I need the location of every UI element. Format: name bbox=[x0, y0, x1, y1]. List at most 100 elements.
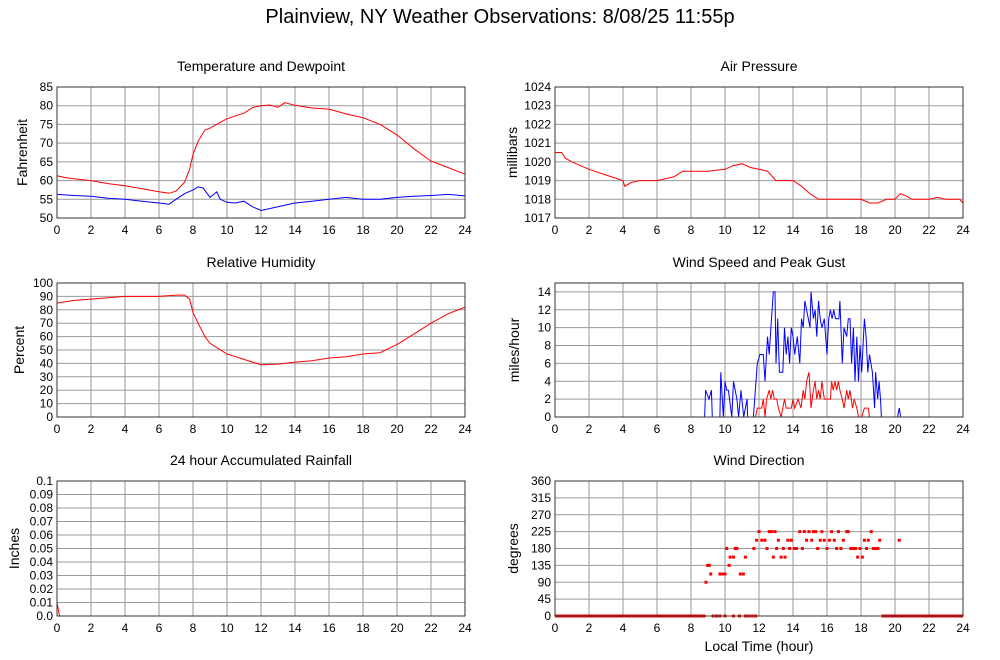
y-tick-label: 1021 bbox=[524, 136, 551, 150]
data-point bbox=[738, 572, 742, 576]
data-point bbox=[741, 572, 745, 576]
data-point bbox=[781, 547, 785, 550]
data-point bbox=[786, 538, 790, 542]
x-tick-label: 14 bbox=[288, 223, 302, 237]
data-point bbox=[830, 530, 834, 534]
x-tick-label: 20 bbox=[888, 621, 902, 635]
data-point bbox=[810, 538, 814, 542]
data-point bbox=[720, 572, 724, 576]
data-point bbox=[835, 547, 839, 550]
y-tick-label: 0.02 bbox=[30, 582, 54, 596]
y-tick-label: 360 bbox=[531, 474, 551, 488]
x-tick-label: 8 bbox=[190, 223, 197, 237]
data-point bbox=[706, 563, 710, 567]
data-point bbox=[807, 530, 811, 534]
data-point bbox=[798, 530, 802, 534]
y-tick-label: 0.09 bbox=[30, 488, 54, 502]
x-tick-label: 24 bbox=[956, 621, 970, 635]
y-tick-label: 2 bbox=[544, 392, 551, 406]
x-tick-label: 14 bbox=[786, 621, 800, 635]
x-tick-label: 24 bbox=[458, 621, 472, 635]
y-axis-label: Fahrenheit bbox=[14, 119, 30, 186]
data-point bbox=[757, 530, 761, 534]
y-tick-label: 4 bbox=[544, 374, 551, 388]
data-point bbox=[723, 572, 727, 576]
data-point bbox=[735, 547, 739, 550]
x-tick-label: 18 bbox=[356, 621, 370, 635]
series-line-1 bbox=[56, 186, 466, 212]
y-tick-label: 20 bbox=[40, 383, 54, 397]
x-tick-label: 4 bbox=[122, 422, 129, 436]
x-tick-label: 4 bbox=[122, 223, 129, 237]
y-tick-label: 75 bbox=[40, 117, 54, 131]
x-tick-label: 18 bbox=[854, 223, 868, 237]
y-tick-label: 10 bbox=[538, 321, 552, 335]
y-tick-label: 0 bbox=[544, 609, 551, 623]
data-point bbox=[792, 547, 796, 550]
x-tick-label: 22 bbox=[922, 223, 936, 237]
data-point bbox=[794, 547, 798, 550]
data-point bbox=[732, 555, 735, 559]
x-tick-label: 6 bbox=[156, 422, 163, 436]
x-tick-label: 6 bbox=[654, 422, 661, 436]
x-tick-label: 18 bbox=[854, 621, 868, 635]
x-tick-label: 8 bbox=[190, 422, 197, 436]
x-tick-label: 20 bbox=[390, 621, 404, 635]
y-tick-label: 80 bbox=[40, 303, 54, 317]
x-tick-label: 0 bbox=[54, 223, 61, 237]
x-tick-label: 18 bbox=[854, 422, 868, 436]
y-tick-label: 270 bbox=[531, 508, 551, 522]
data-point bbox=[718, 572, 722, 576]
y-tick-label: 8 bbox=[544, 339, 551, 353]
data-point bbox=[845, 530, 849, 534]
data-point bbox=[733, 547, 737, 550]
x-tick-label: 18 bbox=[356, 223, 370, 237]
x-tick-label: 22 bbox=[424, 223, 438, 237]
x-tick-label: 2 bbox=[586, 621, 593, 635]
plot-frame bbox=[554, 480, 964, 617]
y-tick-label: 12 bbox=[538, 303, 552, 317]
data-point bbox=[783, 555, 787, 559]
y-tick-label: 60 bbox=[40, 174, 54, 188]
series-line-0 bbox=[56, 102, 466, 194]
x-tick-label: 16 bbox=[820, 422, 834, 436]
data-point bbox=[763, 538, 767, 542]
x-tick-label: 24 bbox=[956, 422, 970, 436]
data-point bbox=[874, 547, 878, 550]
x-tick-label: 4 bbox=[122, 621, 129, 635]
x-tick-label: 12 bbox=[254, 422, 268, 436]
data-point bbox=[704, 580, 708, 584]
data-point bbox=[818, 538, 822, 542]
data-point bbox=[725, 547, 729, 550]
y-axis-label: millibars bbox=[504, 127, 520, 178]
y-tick-label: 45 bbox=[538, 592, 552, 606]
data-point bbox=[800, 547, 804, 550]
data-point bbox=[771, 555, 775, 559]
x-tick-label: 12 bbox=[752, 422, 766, 436]
data-point bbox=[827, 538, 831, 542]
x-tick-label: 14 bbox=[288, 621, 302, 635]
data-point bbox=[869, 530, 873, 534]
data-point bbox=[805, 538, 809, 542]
data-point bbox=[860, 555, 864, 559]
y-tick-label: 0.03 bbox=[30, 569, 54, 583]
y-tick-label: 0.04 bbox=[30, 555, 54, 569]
chart-pressure: 0 2 4 6 8 10 12 14 16 18 20 22 241017101810191020102… bbox=[504, 58, 970, 237]
x-tick-label: 0 bbox=[552, 621, 559, 635]
chart-temp: 0 2 4 6 8 10 12 14 16 18 20 22 245055606570758085Tem… bbox=[14, 58, 472, 237]
x-tick-label: 16 bbox=[322, 621, 336, 635]
data-point bbox=[770, 530, 774, 534]
x-tick-label: 24 bbox=[458, 422, 472, 436]
data-point bbox=[839, 547, 843, 550]
x-tick-label: 4 bbox=[620, 223, 627, 237]
x-tick-label: 10 bbox=[718, 621, 732, 635]
y-tick-label: 0.07 bbox=[30, 515, 54, 529]
data-point bbox=[841, 538, 845, 542]
y-tick-label: 65 bbox=[40, 155, 54, 169]
data-point bbox=[743, 555, 747, 559]
x-tick-label: 10 bbox=[220, 621, 234, 635]
x-tick-label: 0 bbox=[552, 223, 559, 237]
y-tick-label: 100 bbox=[33, 276, 53, 290]
y-tick-label: 1017 bbox=[524, 211, 551, 225]
data-point bbox=[775, 547, 779, 550]
